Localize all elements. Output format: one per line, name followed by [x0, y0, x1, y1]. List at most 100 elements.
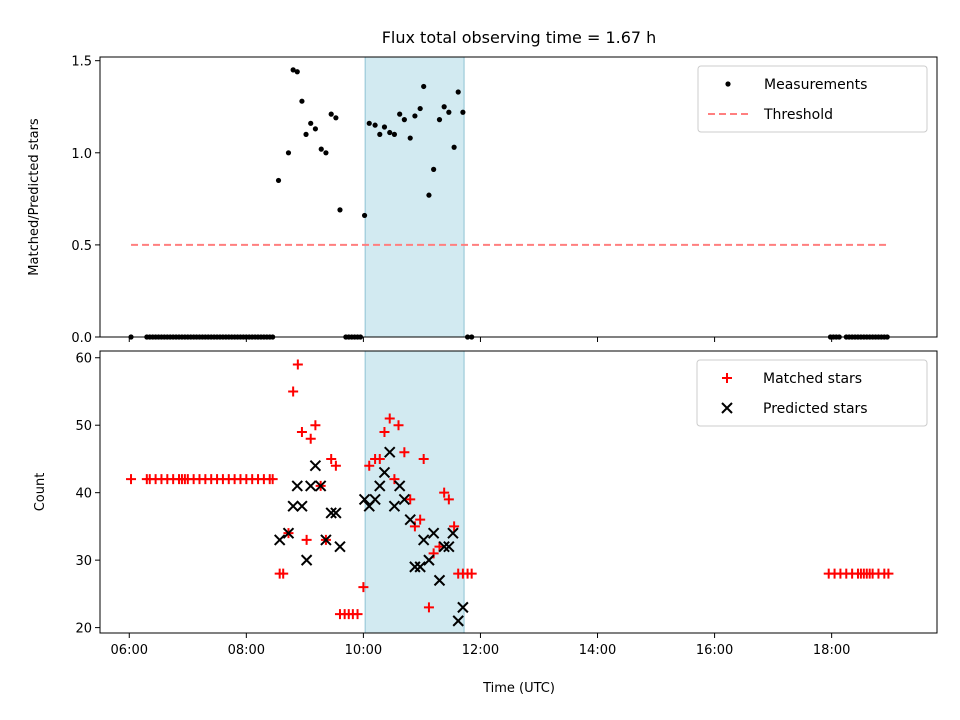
matched-stars-legend-marker	[722, 373, 732, 383]
measurements-point	[417, 105, 423, 112]
x-tick-label: 14:00	[579, 643, 616, 658]
predicted-stars-point	[309, 459, 322, 472]
matched-stars-point	[358, 582, 369, 593]
measurements-point	[366, 120, 372, 126]
y-tick-label: 40	[75, 487, 92, 502]
matched-stars-point	[126, 474, 137, 485]
measurements-point	[412, 113, 418, 119]
predicted-stars-point	[330, 507, 342, 519]
ratio-legend: Measurements Threshold	[697, 65, 928, 133]
matched-stars-point	[301, 534, 312, 545]
chart-title: Flux total observing time = 1.67 h	[382, 28, 657, 47]
matched-stars-point	[310, 420, 321, 431]
matched-stars-point	[364, 460, 375, 471]
predicted-stars-point	[369, 493, 381, 506]
matched-stars-point	[405, 494, 416, 505]
measurements-point	[460, 109, 466, 115]
measurements-point	[290, 67, 296, 73]
matched-stars-point	[379, 426, 390, 437]
y-tick-label: 20	[75, 622, 92, 637]
predicted-stars-point	[438, 540, 450, 553]
measurements-point	[361, 212, 368, 219]
matched-stars-point	[374, 453, 385, 464]
matched-stars-point	[292, 359, 303, 370]
matched-stars-point	[449, 521, 460, 532]
ratio-panel: 0.0 0.5 1.0 1.5 Matched/Predicted stars Mea…	[27, 55, 938, 346]
measurements-point	[312, 126, 318, 132]
predicted-stars-point	[443, 540, 455, 553]
legend-box	[696, 359, 928, 427]
measurements-point	[421, 83, 427, 90]
matched-stars-point	[267, 474, 278, 485]
matched-stars-point	[418, 453, 429, 464]
x-tick-label: 16:00	[696, 643, 733, 658]
matched-stars-point	[296, 426, 307, 437]
matched-stars-point	[883, 568, 894, 579]
matched-stars-point	[443, 494, 454, 505]
predicted-stars-point	[423, 554, 435, 566]
predicted-stars-point	[305, 480, 317, 492]
measurements-point	[294, 69, 300, 75]
threshold-legend-label: Threshold	[763, 107, 833, 123]
measurements-point	[372, 122, 378, 128]
predicted-stars-point	[398, 493, 411, 506]
y-tick-label: 60	[75, 352, 92, 367]
measurements-point	[387, 129, 393, 136]
predicted-stars-point	[374, 480, 386, 492]
predicted-stars-point	[273, 534, 286, 546]
matched-stars-point	[330, 460, 341, 471]
x-tick-label: 06:00	[111, 643, 148, 658]
predicted-stars-point	[388, 500, 401, 512]
matched-stars-point	[415, 514, 426, 525]
predicted-stars-point	[300, 554, 313, 566]
measurements-point	[303, 131, 309, 137]
measurements-point	[299, 98, 305, 104]
predicted-stars-legend-marker	[721, 402, 733, 414]
predicted-stars-point	[404, 513, 416, 526]
measurements-point	[426, 192, 432, 198]
count-y-axis-label: Count	[33, 473, 48, 512]
x-tick-label: 08:00	[228, 643, 265, 658]
legend-box	[697, 65, 928, 133]
y-tick-label: 0.5	[71, 239, 92, 254]
measurements-point	[275, 177, 282, 184]
measurements-point	[285, 150, 292, 156]
y-tick-label: 50	[75, 419, 92, 434]
predicted-stars-point	[414, 561, 426, 573]
measurements-point	[323, 150, 329, 156]
predicted-stars-point	[325, 507, 337, 519]
y-tick-label: 0.0	[71, 331, 92, 346]
matched-stars-point	[439, 487, 450, 498]
predicted-stars-point	[314, 480, 327, 492]
matched-stars-point	[423, 602, 434, 613]
matched-stars-point	[352, 609, 363, 620]
measurements-point	[333, 115, 339, 121]
measurements-point	[401, 117, 407, 123]
matched-stars-point	[393, 420, 404, 431]
predicted-stars-point	[282, 527, 295, 539]
y-tick-label: 30	[75, 554, 92, 569]
measurements-point	[431, 166, 437, 172]
matched-stars-point	[399, 447, 410, 458]
predicted-stars-point	[358, 493, 371, 506]
predicted-stars-point	[447, 527, 459, 539]
y-tick-label: 1.5	[71, 55, 92, 70]
matched-stars-point	[326, 453, 337, 464]
measurements-point	[377, 131, 383, 137]
x-tick-label: 18:00	[813, 643, 850, 658]
x-tick-label: 10:00	[345, 643, 382, 658]
predicted-stars-point	[384, 446, 396, 458]
measurements-point	[318, 146, 324, 152]
matched-stars-point	[278, 568, 289, 579]
measurements-point	[441, 104, 447, 110]
matched-stars-legend-label: Matched stars	[763, 371, 862, 387]
count-legend: Matched stars Predicted stars	[696, 359, 928, 427]
matched-stars-point	[466, 568, 477, 579]
predicted-stars-legend-label: Predicted stars	[763, 401, 868, 417]
x-tick-label: 12:00	[462, 643, 499, 658]
predicted-stars-point	[287, 500, 299, 512]
matched-stars-point	[305, 433, 316, 444]
measurements-point	[436, 117, 443, 123]
observing-window-shade	[364, 350, 465, 634]
